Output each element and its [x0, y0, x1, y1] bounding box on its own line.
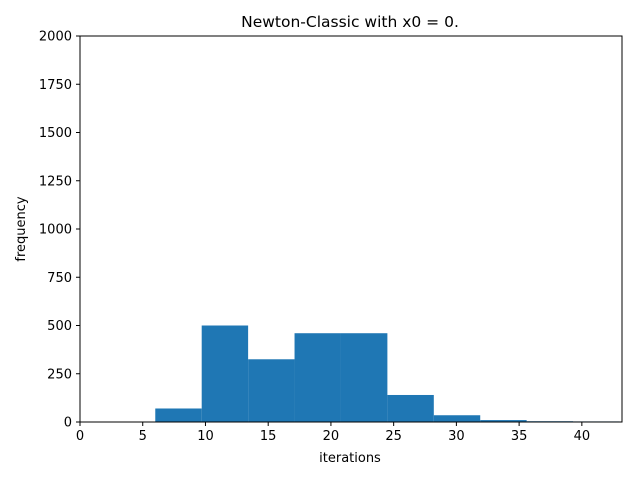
x-tick-label: 15 — [260, 429, 277, 444]
histogram-bar-1 — [155, 408, 202, 422]
y-tick-label: 750 — [47, 271, 72, 286]
histogram-bar-3 — [248, 359, 295, 422]
x-tick-label: 20 — [323, 429, 340, 444]
x-tick-label: 25 — [385, 429, 402, 444]
y-tick-label: 2000 — [39, 30, 72, 45]
bars-group — [155, 325, 620, 422]
x-tick-label: 10 — [197, 429, 214, 444]
x-tick-label: 0 — [76, 429, 84, 444]
histogram-bar-2 — [201, 325, 249, 422]
x-tick-label: 30 — [448, 429, 465, 444]
x-axis-label: iterations — [319, 451, 381, 466]
histogram-bar-4 — [294, 333, 341, 422]
y-tick-label: 1500 — [39, 126, 72, 141]
histogram-bar-7 — [433, 415, 481, 422]
x-tick-label: 40 — [574, 429, 591, 444]
y-tick-label: 0 — [64, 416, 72, 431]
y-tick-label: 1250 — [39, 174, 72, 189]
histogram-bar-8 — [480, 420, 527, 422]
chart-title: Newton-Classic with x0 = 0. — [241, 13, 459, 31]
x-tick-label: 35 — [511, 429, 528, 444]
x-tick-label: 5 — [139, 429, 147, 444]
y-axis-label: frequency — [14, 196, 29, 262]
y-tick-label: 1750 — [39, 78, 72, 93]
y-tick-label: 1000 — [39, 223, 72, 238]
y-tick-label: 250 — [47, 367, 72, 382]
y-axis: 0 250 500 750 1000 1250 1500 1750 2000 — [39, 30, 80, 431]
histogram-bar-5 — [340, 333, 388, 422]
histogram-bar-6 — [387, 394, 434, 422]
x-axis: 0 5 10 15 20 25 30 35 40 — [76, 422, 590, 444]
y-tick-label: 500 — [47, 319, 72, 334]
